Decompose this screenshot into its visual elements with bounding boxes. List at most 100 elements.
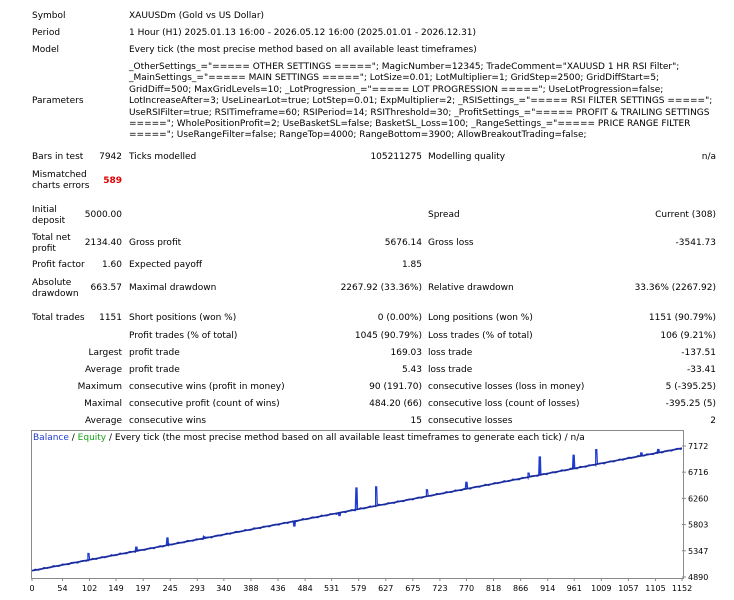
x-tick-label: 627 [378,584,393,593]
bars-value: 7942 [99,152,122,162]
x-tick-label: 675 [405,584,420,593]
mismatch-value: 589 [103,176,122,186]
spread-label: Spread [428,210,460,220]
grossprofit-value: 5676.14 [384,238,422,248]
profit-trades-label: Profit trades (% of total) [129,331,238,341]
grossloss-label: Gross loss [428,238,474,248]
quality-label: Modelling quality [428,152,506,162]
deposit-value: 5000.00 [84,210,122,220]
parameters-label: Parameters [32,96,84,106]
reldd-label: Relative drawdown [428,283,514,293]
deposit-label-2: deposit [32,216,66,226]
x-tick-label: 340 [216,584,231,593]
average-label: Average [85,365,122,375]
legend-description: / Every tick (the most precise method ba… [106,433,585,443]
absdd-label-2: drawdown [32,289,79,299]
y-tick-label: 6260 [688,494,708,503]
largest-loss-label: loss trade [428,348,473,358]
spread-value: Current (308) [655,210,716,220]
x-tick-label: 1105 [645,584,665,593]
netprofit-label-2: profit [32,244,56,254]
maxdd-label: Maximal drawdown [129,283,217,293]
loss-trades-value: 106 (9.21%) [660,331,716,341]
x-tick-label: 531 [324,584,339,593]
x-tick-label: 293 [190,584,205,593]
legend-balance: Balance [33,433,69,443]
netprofit-label-1: Total net [32,233,71,243]
period-value: 1 Hour (H1) 2025.01.13 16:00 - 2026.05.1… [129,28,477,38]
trades-value: 1151 [99,313,122,323]
x-tick-label: 1009 [591,584,611,593]
model-label: Model [32,45,60,55]
maximal-cp-label: consecutive profit (count of wins) [129,399,280,409]
max-cw-value: 90 (191.70) [369,382,422,392]
mismatch-label-1: Mismatched [32,170,87,180]
x-tick-label: 54 [57,584,67,593]
x-tick-label: 0 [29,584,34,593]
absdd-value: 663.57 [90,283,123,293]
largest-profit-value: 169.03 [390,348,423,358]
ticks-label: Ticks modelled [129,152,197,162]
x-tick-label: 436 [270,584,285,593]
deposit-label-1: Initial [32,205,57,215]
x-tick-label: 1152 [672,584,692,593]
x-tick-label: 723 [432,584,447,593]
y-tick-label: 4890 [688,573,708,582]
x-tick-label: 818 [486,584,501,593]
quality-value: n/a [701,152,716,162]
long-value: 1151 (90.79%) [648,313,716,323]
period-label: Period [32,28,61,38]
maxdd-value: 2267.92 (33.36%) [340,283,422,293]
symbol-label: Symbol [32,11,66,21]
reldd-value: 33.36% (2267.92) [634,283,716,293]
short-label: Short positions (won %) [129,313,237,323]
average-consecutive-label: Average [85,416,122,426]
pf-value: 1.60 [101,260,122,270]
avg-cl-value: 2 [710,416,716,426]
legend-separator: / [68,433,78,443]
symbol-value: XAUUSDm (Gold vs US Dollar) [129,11,265,21]
x-tick-label: 770 [459,584,474,593]
largest-label: Largest [88,348,122,358]
max-cl-label: consecutive losses (loss in money) [428,382,585,392]
legend-equity: Equity [77,433,107,443]
grossloss-value: -3541.73 [675,238,716,248]
x-tick-label: 197 [136,584,151,593]
maximal-cp-value: 484.20 (66) [369,399,422,409]
mismatch-label-2: charts errors [32,181,90,191]
average-loss-value: -33.41 [686,365,716,375]
chart-legend: Balance / Equity / Every tick (the most … [33,433,585,444]
largest-loss-value: -137.51 [681,348,716,358]
short-value: 0 (0.00%) [377,313,422,323]
max-cl-value: 5 (-395.25) [665,382,716,392]
model-value: Every tick (the most precise method base… [129,45,477,55]
x-tick-label: 914 [540,584,555,593]
bars-label: Bars in test [32,152,84,162]
parameters-value: _OtherSettings_="===== OTHER SETTINGS ==… [129,62,713,141]
ticks-value: 105211275 [370,152,422,162]
y-tick-label: 6716 [688,468,708,477]
long-label: Long positions (won %) [428,313,533,323]
maximum-label: Maximum [77,382,122,392]
trades-label: Total trades [32,313,85,323]
x-tick-label: 579 [351,584,366,593]
average-profit-label: profit trade [129,365,180,375]
x-tick-label: 102 [82,584,97,593]
maximal-cl-label: consecutive loss (count of losses) [428,399,580,409]
x-tick-label: 866 [513,584,528,593]
x-tick-label: 1057 [618,584,638,593]
maximal-label: Maximal [84,399,122,409]
profit-trades-value: 1045 (90.79%) [354,331,422,341]
payoff-value: 1.85 [401,260,422,270]
maximal-cl-value: -395.25 (5) [665,399,716,409]
y-tick-label: 5347 [688,547,708,556]
max-cw-label: consecutive wins (profit in money) [129,382,285,392]
grossprofit-label: Gross profit [129,238,182,248]
x-tick-label: 388 [243,584,258,593]
absdd-label-1: Absolute [32,278,72,288]
avg-cw-label: consecutive wins [129,416,207,426]
avg-cl-label: consecutive losses [428,416,513,426]
x-tick-label: 961 [567,584,582,593]
y-tick-label: 7172 [688,442,708,451]
payoff-label: Expected payoff [129,260,203,270]
